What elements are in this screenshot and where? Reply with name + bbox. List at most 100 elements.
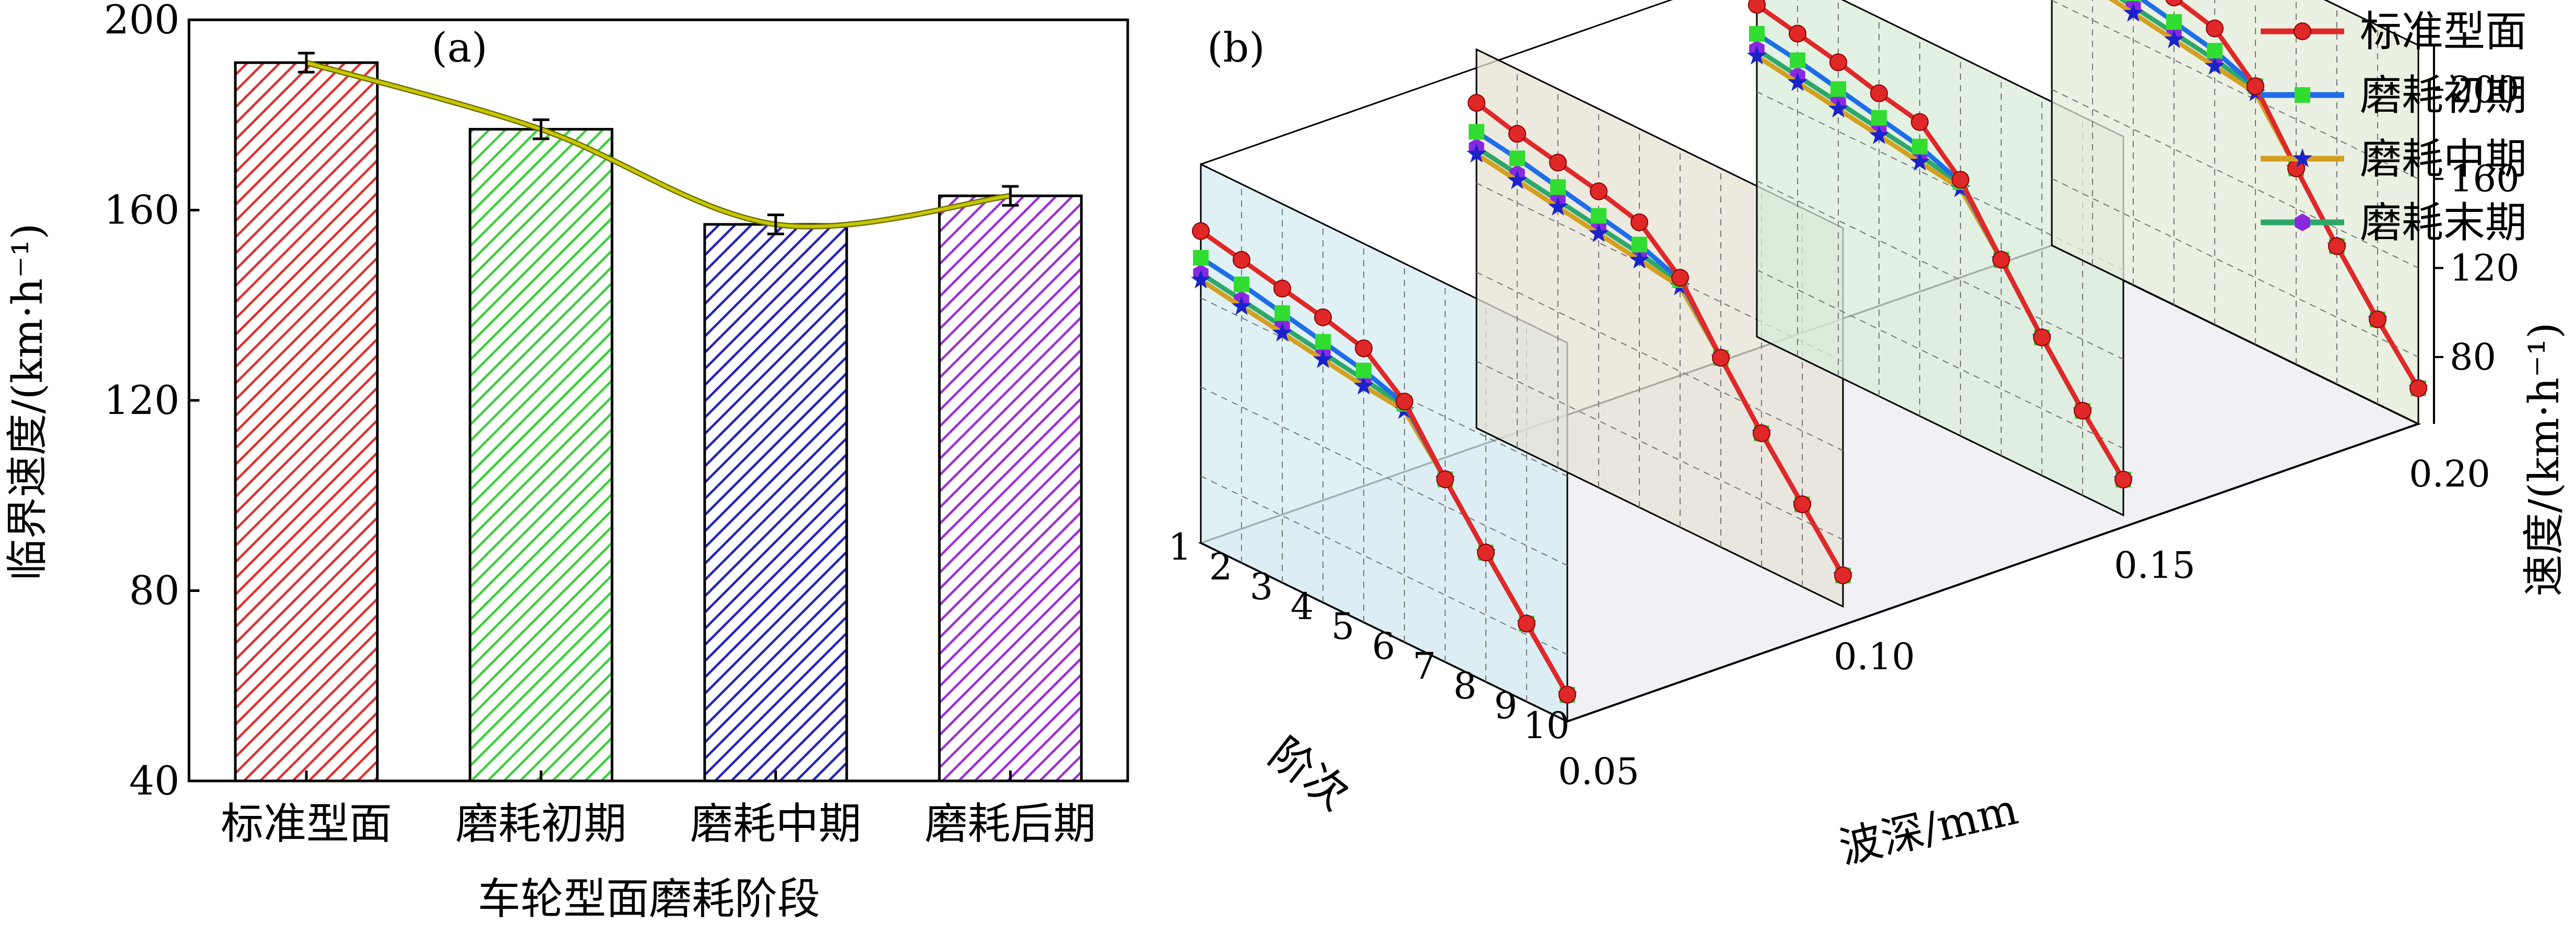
data-point: [1469, 124, 1484, 140]
speed-tick-label: 80: [2450, 336, 2496, 378]
data-point: [1671, 269, 1689, 287]
data-point: [1234, 276, 1249, 292]
data-point: [1952, 171, 1969, 189]
y-tick-label: 200: [104, 0, 180, 43]
data-point: [1753, 424, 1770, 442]
data-point: [2125, 0, 2141, 2]
data-point: [1477, 543, 1495, 562]
data-point: [1193, 250, 1209, 266]
data-point: [1233, 251, 1250, 269]
data-point: [1629, 250, 1649, 269]
data-point: [2409, 379, 2427, 397]
x-tick-label: 磨耗初期: [455, 799, 627, 849]
data-point: [2166, 14, 2182, 30]
order-tick-label: 5: [1331, 605, 1355, 648]
speed-tick-label: 160: [2450, 158, 2520, 200]
bar-chart-panel-a: 40 80 120 160 200 标准型面 磨耗初期 磨耗中期 磨耗后期 (a) 临界速度/…: [3, 0, 1129, 924]
depth-tick-label: 0.05: [1558, 750, 1639, 793]
data-point: [1232, 296, 1251, 315]
data-point: [2247, 77, 2264, 96]
legend-label: 磨耗初期: [2360, 71, 2527, 120]
order-tick-label: 7: [1413, 645, 1436, 687]
bar-4: [938, 194, 1083, 782]
data-point: [1992, 251, 2010, 269]
y-tick-label: 40: [129, 757, 180, 804]
data-point: [1396, 393, 1413, 411]
order-tick-label: 8: [1454, 665, 1477, 707]
bar-1: [234, 61, 379, 782]
data-point: [1548, 196, 1568, 216]
data-point: [1273, 279, 1291, 298]
data-point: [1191, 269, 1211, 289]
series-line-标准型面: [1755, 3, 2125, 481]
y-tick-label: 80: [129, 567, 180, 614]
depth-tick-label: 0.10: [1834, 635, 1915, 678]
legend-marker: [2295, 87, 2310, 103]
data-point: [1871, 110, 1887, 126]
data-point: [1436, 470, 1454, 489]
trend-curve: [305, 61, 1011, 228]
data-point: [2165, 0, 2183, 7]
series-line-标准型面: [1199, 229, 1569, 696]
x-tick-label: 磨耗中期: [690, 799, 861, 849]
data-point: [1508, 125, 1526, 143]
data-point: [1830, 81, 1846, 97]
data-point: [2205, 56, 2225, 75]
data-point: [1749, 26, 1765, 42]
series-line-标准型面: [2173, 0, 2420, 390]
x-tick-label: 磨耗后期: [925, 799, 1096, 849]
order-tick-label: 3: [1250, 565, 1273, 608]
data-point: [1748, 0, 1766, 14]
data-point: [1354, 375, 1374, 395]
data-point: [1589, 223, 1609, 242]
data-point: [1549, 153, 1567, 172]
x-axis-label: 车轮型面磨耗阶段: [478, 874, 820, 924]
data-point: [1509, 150, 1525, 167]
legend-label: 标准型面: [2360, 7, 2527, 56]
data-point: [2206, 19, 2224, 38]
data-point: [2123, 3, 2143, 22]
panel-label-b: (b): [1207, 25, 1265, 72]
speed-tick-label: 120: [2450, 246, 2520, 289]
legend-marker: [2293, 148, 2312, 168]
x-axis-label-order: 阶次: [1260, 728, 1358, 820]
data-point: [1747, 45, 1767, 65]
data-point: [1272, 323, 1292, 342]
legend-label: 磨耗末期: [2360, 198, 2527, 247]
data-point: [1356, 362, 1372, 378]
data-point: [2033, 328, 2051, 347]
data-point: [2074, 401, 2091, 420]
order-tick-label: 10: [1523, 704, 1569, 747]
data-point: [2164, 29, 2184, 49]
data-point: [1467, 144, 1486, 163]
order-tick-label: 1: [1168, 526, 1192, 568]
waterfall-chart-panel-b: 1 2 3 4 5 6 7 8 9 100.05 0.10 0.15 0.20 80 120 160 200 标…: [1168, 0, 2568, 874]
legend-label: 磨耗中期: [2360, 135, 2527, 183]
bar-3: [703, 223, 848, 782]
data-point: [2207, 43, 2223, 59]
data-point: [1632, 236, 1647, 253]
data-point: [1591, 208, 1606, 224]
data-point: [1793, 495, 1811, 514]
data-point: [1870, 84, 1888, 102]
legend-marker: [2295, 214, 2310, 231]
data-point: [1518, 614, 1535, 633]
data-point: [1910, 151, 1930, 171]
data-point: [1313, 349, 1333, 369]
y-axis-label: 临界速度/(km·h⁻¹): [3, 223, 52, 581]
depth-tick-label: 0.20: [2409, 453, 2490, 495]
data-point: [1789, 25, 1806, 43]
data-point: [1355, 339, 1373, 358]
order-tick-label: 9: [1494, 684, 1518, 727]
data-point: [1712, 349, 1730, 367]
data-point: [1314, 308, 1332, 326]
data-point: [1590, 182, 1608, 200]
data-point: [2328, 237, 2346, 255]
data-point: [1869, 125, 1889, 144]
y-tick-label: 160: [104, 187, 180, 233]
data-point: [1911, 113, 1929, 131]
speed-tick-label: 200: [2450, 68, 2520, 111]
z-axis-label-depth: 波深/mm: [1835, 785, 2023, 874]
x-tick-label: 标准型面: [221, 799, 392, 849]
data-point: [2114, 470, 2132, 489]
